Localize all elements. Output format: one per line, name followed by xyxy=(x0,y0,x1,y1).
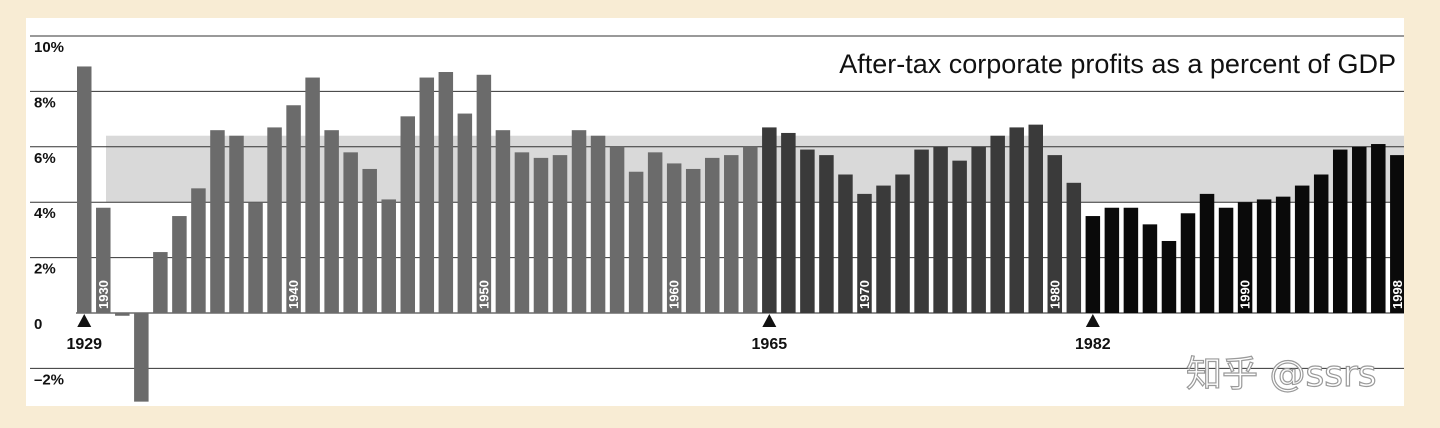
bar-1976 xyxy=(971,146,986,313)
bar-1943 xyxy=(343,152,358,313)
bar-1974 xyxy=(933,146,948,313)
bar-1972 xyxy=(895,174,910,313)
bar-1989 xyxy=(1218,207,1234,313)
bar-1991 xyxy=(1256,199,1272,313)
bar-1981 xyxy=(1066,182,1082,313)
bar-1983 xyxy=(1104,207,1120,313)
bar-1971 xyxy=(876,185,891,313)
profits-bar-chart: 10% 8% 6% 4% 2% 0 –2% 1930 1940 1950 1960 1970 1980… xyxy=(30,35,1404,402)
bar-1952 xyxy=(514,152,530,313)
bar-1931 xyxy=(115,313,130,316)
bar-1986 xyxy=(1161,240,1177,313)
bar-1980 xyxy=(1047,155,1063,313)
y-tick-label: –2% xyxy=(34,371,64,388)
bar-1949 xyxy=(457,113,473,313)
watermark-text: 知乎 @ssrs xyxy=(1186,354,1377,395)
bar-1938 xyxy=(248,202,263,313)
bar-1990 xyxy=(1237,202,1253,313)
y-tick-label: 8% xyxy=(34,94,56,111)
bar-1951 xyxy=(495,130,511,313)
decade-label-1950: 1950 xyxy=(476,280,491,309)
bar-1988 xyxy=(1199,193,1215,313)
bar-1957 xyxy=(609,146,625,313)
bar-1939 xyxy=(267,127,282,313)
marker-label-1965: 1965 xyxy=(752,336,788,353)
bar-1944 xyxy=(362,168,377,313)
bar-1973 xyxy=(914,149,929,313)
y-tick-label: 0 xyxy=(34,316,42,333)
bar-1955 xyxy=(571,130,587,313)
bar-1940 xyxy=(286,105,301,313)
bar-1937 xyxy=(229,135,244,313)
decade-label-1990: 1990 xyxy=(1238,280,1253,309)
bar-1970 xyxy=(857,193,872,313)
bar-1992 xyxy=(1275,196,1291,313)
bar-1998 xyxy=(1390,155,1404,313)
decade-label-1980: 1980 xyxy=(1047,280,1062,309)
bar-1984 xyxy=(1123,207,1139,313)
bar-1977 xyxy=(990,135,1005,313)
marker-triangle-1929 xyxy=(77,314,92,327)
bar-1958 xyxy=(628,171,644,313)
decade-label-1970: 1970 xyxy=(857,280,872,309)
decade-label-1998: 1998 xyxy=(1390,280,1404,309)
bar-1934 xyxy=(172,216,187,313)
bar-1969 xyxy=(838,174,853,313)
marker-triangle-1965 xyxy=(762,314,777,327)
bar-1950 xyxy=(476,74,492,313)
decade-label-1960: 1960 xyxy=(667,280,682,309)
bar-1948 xyxy=(438,72,454,313)
bar-1963 xyxy=(724,155,739,313)
bar-1961 xyxy=(685,168,701,313)
bar-1965 xyxy=(762,127,777,313)
marker-label-1982: 1982 xyxy=(1075,336,1111,353)
decade-label-1930: 1930 xyxy=(96,280,111,309)
y-tick-label: 6% xyxy=(34,150,56,167)
bar-1953 xyxy=(533,157,549,313)
bar-1995 xyxy=(1332,149,1348,313)
bar-1982 xyxy=(1085,216,1101,313)
bar-1933 xyxy=(153,252,168,313)
marker-triangle-1982 xyxy=(1085,314,1100,327)
bar-1929 xyxy=(77,66,92,313)
bar-1962 xyxy=(704,157,720,313)
bar-1993 xyxy=(1294,185,1310,313)
marker-label-1929: 1929 xyxy=(66,336,102,353)
bar-1975 xyxy=(952,160,967,313)
bar-1994 xyxy=(1313,174,1329,313)
bar-1954 xyxy=(552,155,568,313)
bar-1968 xyxy=(819,155,834,313)
bar-1987 xyxy=(1180,213,1196,313)
decade-label-1940: 1940 xyxy=(286,280,301,309)
bar-1978 xyxy=(1009,127,1024,313)
bar-1947 xyxy=(419,77,435,313)
bar-1935 xyxy=(191,188,206,313)
bar-1964 xyxy=(743,146,758,313)
bar-1945 xyxy=(381,199,396,313)
bar-1941 xyxy=(305,77,320,313)
bar-1960 xyxy=(666,163,682,313)
chart-title: After-tax corporate profits as a percent… xyxy=(839,49,1396,79)
bar-1996 xyxy=(1352,146,1367,313)
y-tick-label: 2% xyxy=(34,261,56,278)
bar-1946 xyxy=(400,116,416,313)
bar-1997 xyxy=(1371,144,1386,313)
bar-1967 xyxy=(800,149,815,313)
y-tick-label: 4% xyxy=(34,205,56,222)
bar-1985 xyxy=(1142,224,1158,313)
chart-container: 10% 8% 6% 4% 2% 0 –2% 1930 1940 1950 1960 1970 1980… xyxy=(26,18,1404,406)
bar-1959 xyxy=(647,152,663,313)
bar-1956 xyxy=(590,135,606,313)
bar-1936 xyxy=(210,130,225,313)
bar-1979 xyxy=(1028,124,1043,313)
bar-1942 xyxy=(324,130,339,313)
bar-1932 xyxy=(134,313,149,402)
bar-1966 xyxy=(781,132,796,313)
y-tick-label: 10% xyxy=(34,39,64,56)
bar-1930 xyxy=(96,207,111,313)
